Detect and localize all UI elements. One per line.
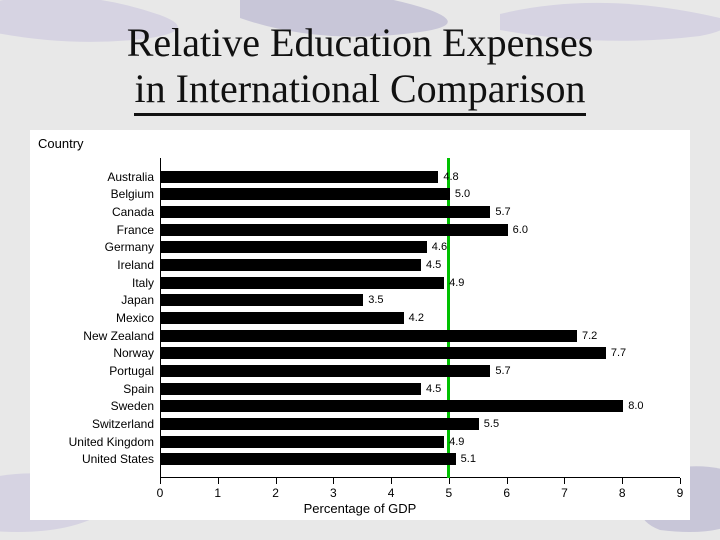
- x-tick: [564, 478, 565, 484]
- x-tick: [507, 478, 508, 484]
- bar-value-label: 4.5: [426, 383, 441, 395]
- x-tick-label: 6: [503, 486, 510, 500]
- bar: [161, 241, 427, 253]
- bar: [161, 418, 479, 430]
- category-label: Norway: [113, 346, 154, 360]
- bar: [161, 259, 421, 271]
- title-line-2: in International Comparison: [134, 66, 585, 116]
- category-label: Switzerland: [92, 417, 154, 431]
- bar-value-label: 8.0: [628, 400, 643, 412]
- bar-value-label: 5.1: [461, 453, 476, 465]
- x-tick-label: 4: [388, 486, 395, 500]
- bar-value-label: 7.2: [582, 330, 597, 342]
- bar-value-label: 3.5: [368, 294, 383, 306]
- bar-value-label: 6.0: [513, 224, 528, 236]
- bar-value-label: 5.0: [455, 188, 470, 200]
- x-tick-label: 1: [214, 486, 221, 500]
- bar-value-label: 4.9: [449, 277, 464, 289]
- x-tick-label: 0: [157, 486, 164, 500]
- category-label: Australia: [107, 170, 154, 184]
- x-axis-line: [160, 477, 680, 478]
- x-tick-label: 5: [446, 486, 453, 500]
- x-tick: [391, 478, 392, 484]
- x-tick-label: 9: [677, 486, 684, 500]
- bar: [161, 188, 450, 200]
- bar: [161, 453, 456, 465]
- x-axis-title: Percentage of GDP: [30, 501, 690, 516]
- bar-value-label: 4.6: [432, 241, 447, 253]
- category-label: United States: [82, 452, 154, 466]
- bar: [161, 171, 438, 183]
- x-tick-label: 8: [619, 486, 626, 500]
- x-tick-label: 2: [272, 486, 279, 500]
- bar: [161, 347, 606, 359]
- category-label: Mexico: [116, 311, 154, 325]
- category-label: Sweden: [111, 399, 154, 413]
- x-tick: [449, 478, 450, 484]
- title-line-1: Relative Education Expenses: [127, 20, 594, 65]
- x-tick: [218, 478, 219, 484]
- category-label: New Zealand: [83, 329, 154, 343]
- chart-plot-area: 01234567894.85.05.76.04.64.54.93.54.27.2…: [160, 158, 680, 478]
- bar-value-label: 4.2: [409, 312, 424, 324]
- bar: [161, 294, 363, 306]
- bar-value-label: 4.8: [443, 171, 458, 183]
- x-tick: [276, 478, 277, 484]
- bar: [161, 400, 623, 412]
- category-label: France: [117, 223, 154, 237]
- bar: [161, 312, 404, 324]
- x-tick-label: 3: [330, 486, 337, 500]
- x-tick: [622, 478, 623, 484]
- bar-value-label: 4.5: [426, 259, 441, 271]
- category-label: United Kingdom: [69, 435, 154, 449]
- bar: [161, 224, 508, 236]
- bar-value-label: 5.5: [484, 418, 499, 430]
- y-axis-title: Country: [38, 136, 84, 151]
- bar: [161, 383, 421, 395]
- x-tick: [160, 478, 161, 484]
- bar: [161, 436, 444, 448]
- category-label: Germany: [105, 240, 154, 254]
- bar-value-label: 5.7: [495, 206, 510, 218]
- bar: [161, 365, 490, 377]
- x-tick-label: 7: [561, 486, 568, 500]
- slide-title: Relative Education Expenses in Internati…: [0, 20, 720, 112]
- slide: Relative Education Expenses in Internati…: [0, 0, 720, 540]
- category-label: Portugal: [109, 364, 154, 378]
- category-label: Canada: [112, 205, 154, 219]
- bar: [161, 277, 444, 289]
- category-label: Ireland: [117, 258, 154, 272]
- category-label: Japan: [121, 293, 154, 307]
- x-tick: [333, 478, 334, 484]
- chart-container: Country Percentage of GDP 0 1 2 3 4 5 6 7 8 9 4.8 5…: [30, 130, 690, 520]
- category-label: Belgium: [111, 187, 154, 201]
- x-tick: [680, 478, 681, 484]
- category-label: Spain: [123, 382, 154, 396]
- bar-value-label: 7.7: [611, 347, 626, 359]
- bar: [161, 330, 577, 342]
- bar-value-label: 4.9: [449, 436, 464, 448]
- bar-value-label: 5.7: [495, 365, 510, 377]
- bar: [161, 206, 490, 218]
- category-label: Italy: [132, 276, 154, 290]
